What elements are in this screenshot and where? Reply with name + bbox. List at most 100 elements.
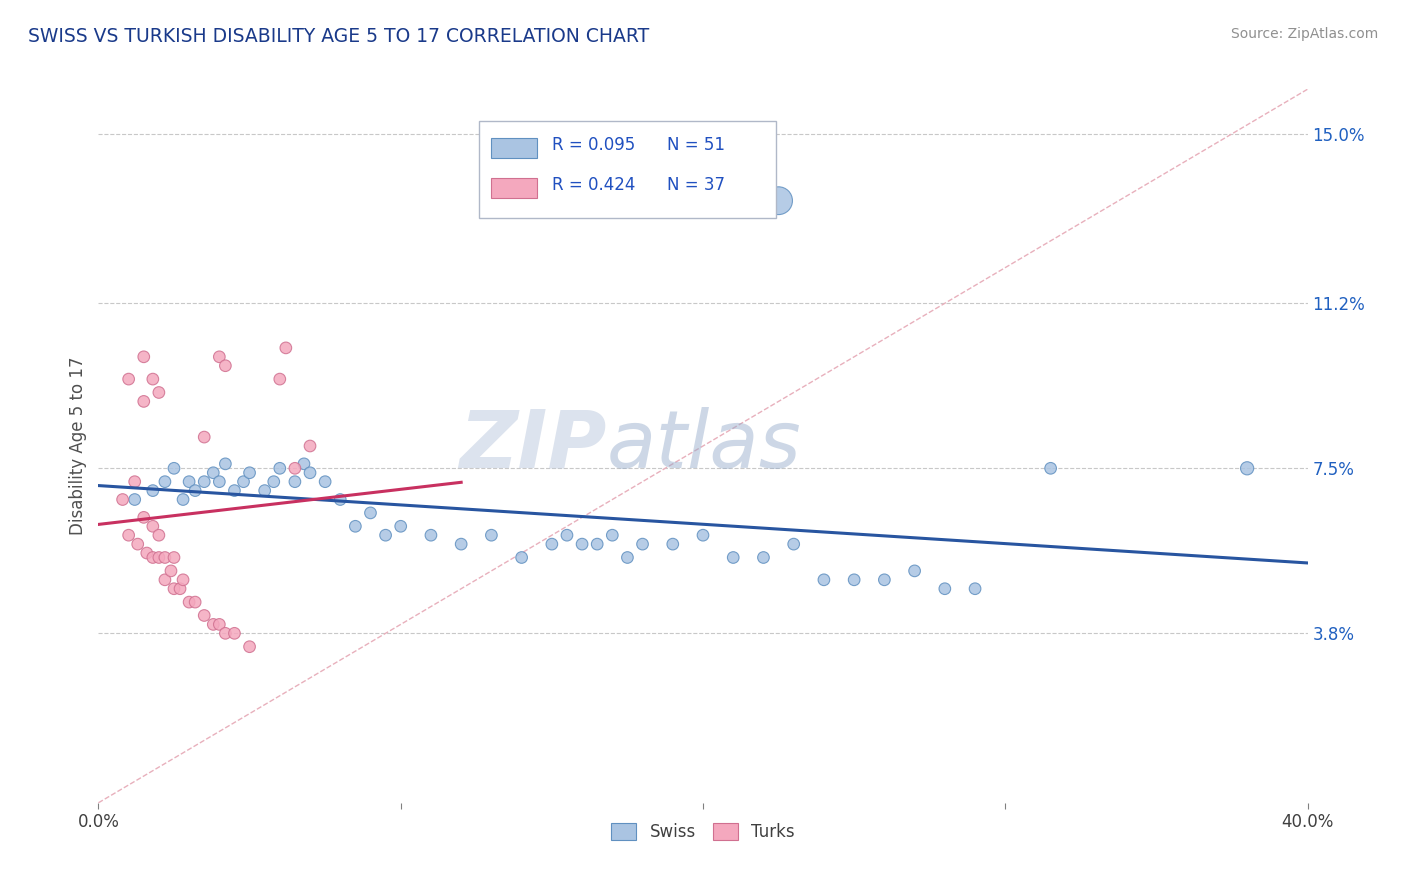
Point bbox=[148, 550, 170, 565]
FancyBboxPatch shape bbox=[479, 121, 776, 218]
Point bbox=[299, 439, 322, 453]
Point bbox=[692, 528, 714, 542]
Legend: Swiss, Turks: Swiss, Turks bbox=[605, 816, 801, 848]
Point bbox=[111, 492, 134, 507]
FancyBboxPatch shape bbox=[492, 138, 537, 159]
Point bbox=[142, 372, 165, 386]
Point bbox=[586, 537, 609, 551]
Point bbox=[163, 582, 186, 596]
Point bbox=[269, 372, 291, 386]
Point bbox=[214, 457, 236, 471]
Point bbox=[163, 550, 186, 565]
Point bbox=[193, 430, 215, 444]
Point bbox=[153, 550, 176, 565]
Point bbox=[274, 341, 297, 355]
Point bbox=[153, 573, 176, 587]
Point bbox=[263, 475, 285, 489]
Text: R = 0.424: R = 0.424 bbox=[551, 176, 636, 194]
Text: R = 0.095: R = 0.095 bbox=[551, 136, 636, 153]
Point bbox=[389, 519, 412, 533]
Point bbox=[232, 475, 254, 489]
Point bbox=[420, 528, 443, 542]
Point bbox=[284, 475, 307, 489]
Point bbox=[571, 537, 593, 551]
Point bbox=[752, 550, 775, 565]
Text: N = 51: N = 51 bbox=[666, 136, 724, 153]
Point bbox=[214, 359, 236, 373]
Point bbox=[450, 537, 472, 551]
Point bbox=[631, 537, 654, 551]
Point bbox=[132, 350, 155, 364]
Text: N = 37: N = 37 bbox=[666, 176, 724, 194]
Point bbox=[813, 573, 835, 587]
Point bbox=[555, 528, 578, 542]
Point bbox=[172, 492, 194, 507]
Point bbox=[202, 466, 225, 480]
Point bbox=[783, 537, 806, 551]
Point bbox=[616, 550, 638, 565]
Point bbox=[374, 528, 396, 542]
Point bbox=[124, 475, 146, 489]
Point bbox=[208, 617, 231, 632]
Point bbox=[314, 475, 336, 489]
Point bbox=[1236, 461, 1258, 475]
Text: ZIP: ZIP bbox=[458, 407, 606, 485]
Point bbox=[132, 394, 155, 409]
Point bbox=[163, 461, 186, 475]
Point bbox=[292, 457, 315, 471]
Text: Source: ZipAtlas.com: Source: ZipAtlas.com bbox=[1230, 27, 1378, 41]
Point bbox=[344, 519, 367, 533]
Point bbox=[142, 483, 165, 498]
Point bbox=[132, 510, 155, 524]
Point bbox=[169, 582, 191, 596]
Y-axis label: Disability Age 5 to 17: Disability Age 5 to 17 bbox=[69, 357, 87, 535]
Point bbox=[118, 528, 141, 542]
Point bbox=[934, 582, 956, 596]
Point bbox=[135, 546, 157, 560]
Point bbox=[329, 492, 352, 507]
Point bbox=[661, 537, 683, 551]
Point bbox=[193, 475, 215, 489]
Point bbox=[184, 595, 207, 609]
Point bbox=[253, 483, 276, 498]
Text: SWISS VS TURKISH DISABILITY AGE 5 TO 17 CORRELATION CHART: SWISS VS TURKISH DISABILITY AGE 5 TO 17 … bbox=[28, 27, 650, 45]
Point bbox=[844, 573, 866, 587]
FancyBboxPatch shape bbox=[492, 178, 537, 198]
Point bbox=[202, 617, 225, 632]
Point bbox=[481, 528, 503, 542]
Text: atlas: atlas bbox=[606, 407, 801, 485]
Point bbox=[904, 564, 927, 578]
Point bbox=[284, 461, 307, 475]
Point bbox=[1039, 461, 1062, 475]
Point bbox=[118, 372, 141, 386]
Point bbox=[208, 350, 231, 364]
Point bbox=[148, 528, 170, 542]
Point bbox=[148, 385, 170, 400]
Point bbox=[299, 466, 322, 480]
Point bbox=[193, 608, 215, 623]
Point bbox=[602, 528, 624, 542]
Point bbox=[239, 466, 262, 480]
Point bbox=[965, 582, 987, 596]
Point bbox=[142, 550, 165, 565]
Point bbox=[224, 483, 246, 498]
Point bbox=[160, 564, 183, 578]
Point bbox=[184, 483, 207, 498]
Point bbox=[873, 573, 896, 587]
Point bbox=[208, 475, 231, 489]
Point bbox=[269, 461, 291, 475]
Point bbox=[127, 537, 149, 551]
Point bbox=[153, 475, 176, 489]
Point bbox=[510, 550, 533, 565]
Point bbox=[142, 519, 165, 533]
Point bbox=[179, 475, 201, 489]
Point bbox=[723, 550, 745, 565]
Point bbox=[768, 194, 790, 208]
Point bbox=[360, 506, 382, 520]
Point bbox=[179, 595, 201, 609]
Point bbox=[224, 626, 246, 640]
Point bbox=[239, 640, 262, 654]
Point bbox=[172, 573, 194, 587]
Point bbox=[214, 626, 236, 640]
Point bbox=[124, 492, 146, 507]
